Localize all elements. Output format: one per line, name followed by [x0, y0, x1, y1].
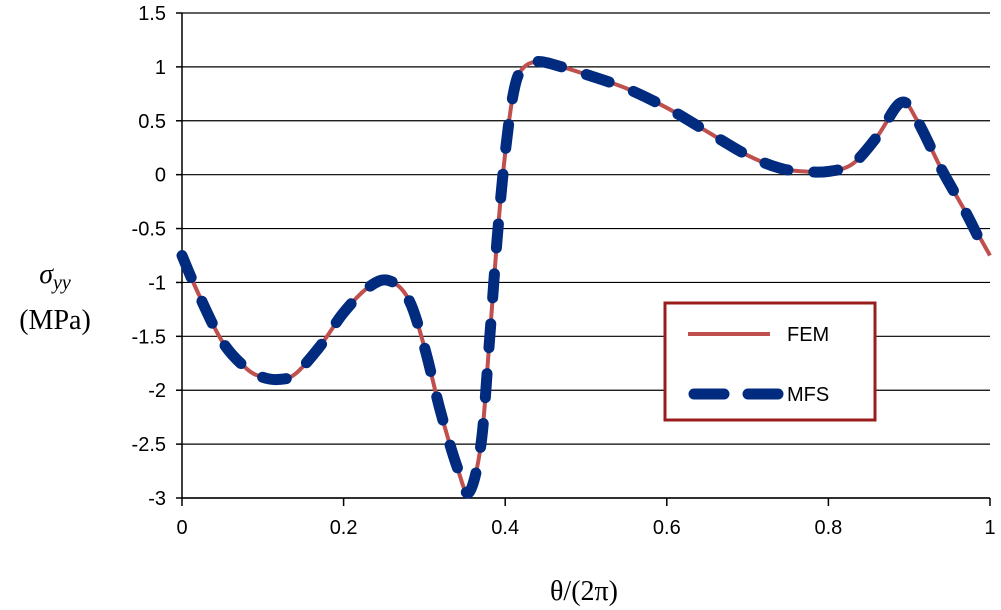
series: [176, 55, 992, 499]
y-tick-label: 1: [155, 57, 166, 79]
y-tick-label: -1.5: [132, 326, 166, 348]
series-line-mfs: [176, 55, 988, 499]
legend-fem-label: FEM: [787, 324, 829, 346]
x-tick-label: 1: [984, 517, 995, 539]
y-tick-label: 0.5: [138, 111, 166, 133]
grid-lines: [182, 12, 990, 499]
x-tick-label: 0.8: [814, 517, 842, 539]
x-axis-title: θ/(2π): [550, 576, 618, 607]
series-line-fem: [180, 59, 992, 496]
axes: [176, 12, 991, 506]
y-axis-title-symbol: σyy: [39, 259, 71, 294]
y-axis-title: σyy (MPa): [19, 259, 91, 336]
y-tick-label: 1.5: [138, 3, 166, 25]
legend-box: [663, 301, 877, 422]
x-tick-labels: 0 0.2 0.4 0.6 0.8 1: [176, 517, 995, 539]
y-tick-label: -3: [148, 488, 166, 510]
y-tick-label: -2: [148, 380, 166, 402]
x-tick-label: 0: [176, 517, 187, 539]
y-tick-labels: 1.5 1 0.5 0 -0.5 -1 -1.5 -2 -2.5 -3: [132, 3, 166, 510]
x-tick-label: 0.4: [491, 517, 519, 539]
x-tick-label: 0.6: [653, 517, 681, 539]
y-tick-label: -2.5: [132, 434, 166, 456]
legend: FEM MFS: [663, 301, 877, 422]
y-tick-label: 0: [155, 165, 166, 187]
y-axis-title-unit: (MPa): [19, 305, 91, 336]
y-tick-label: -1: [148, 272, 166, 294]
y-tick-label: -0.5: [132, 219, 166, 241]
x-tick-label: 0.2: [330, 517, 358, 539]
legend-mfs-label: MFS: [787, 384, 829, 406]
